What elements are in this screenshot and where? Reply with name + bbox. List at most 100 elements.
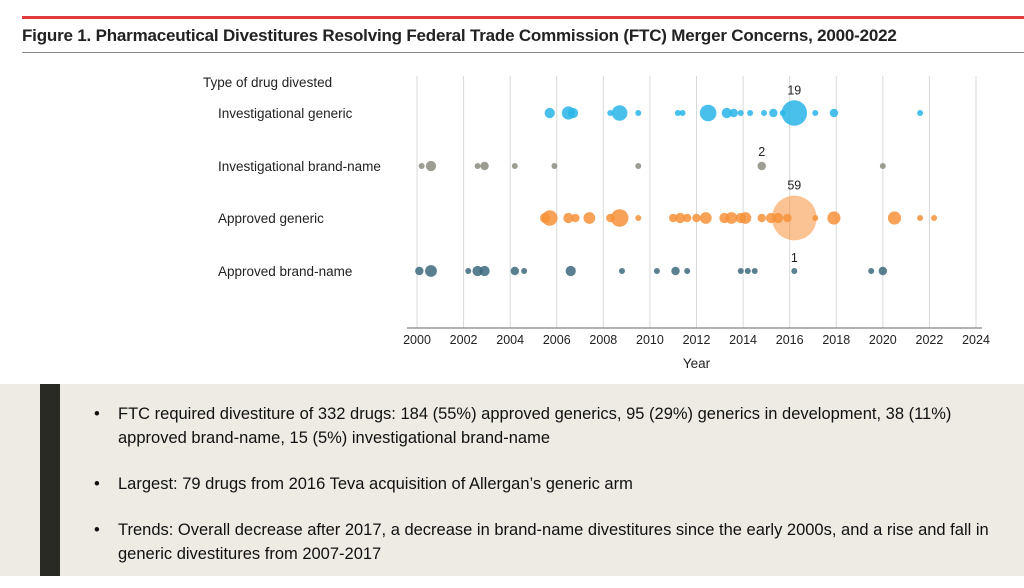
data-point: [699, 104, 717, 122]
data-point: [735, 212, 746, 224]
data-label: 1: [791, 251, 798, 265]
data-point: [474, 163, 481, 169]
data-point: [917, 110, 924, 116]
data-point: [812, 215, 819, 221]
x-axis-label: Year: [683, 356, 711, 371]
data-point: [737, 110, 744, 116]
data-point: [480, 161, 489, 171]
data-point: [744, 268, 751, 274]
data-point: [887, 211, 902, 225]
x-tick-label: 2004: [496, 333, 524, 347]
x-tick-label: 2024: [962, 333, 990, 347]
data-point: [827, 211, 841, 225]
data-point: [425, 265, 437, 277]
top-accent-rule: [22, 16, 1024, 19]
data-point: [868, 268, 875, 274]
data-point: [783, 213, 792, 223]
note-bullet-2: Largest: 79 drugs from 2016 Teva acquisi…: [92, 472, 992, 496]
data-point: [682, 213, 692, 223]
data-point: [747, 110, 754, 116]
x-tick-label: 2002: [450, 333, 478, 347]
data-point: [719, 212, 730, 224]
data-point: [779, 110, 786, 116]
data-point: [781, 100, 808, 126]
data-point: [544, 107, 555, 119]
data-point: [692, 213, 701, 223]
data-point: [583, 212, 596, 224]
data-point: [521, 268, 528, 274]
data-point: [567, 107, 579, 119]
x-tick-label: 2016: [776, 333, 804, 347]
data-point: [551, 163, 558, 169]
data-point: [635, 215, 642, 221]
figure-title: Figure 1. Pharmaceutical Divestitures Re…: [22, 26, 897, 45]
data-point: [737, 268, 744, 274]
data-point: [729, 108, 738, 118]
x-tick-label: 2006: [543, 333, 571, 347]
data-point: [415, 266, 424, 276]
data-point: [879, 163, 886, 169]
data-label: 19: [787, 83, 801, 97]
data-point: [751, 268, 758, 274]
data-point: [635, 163, 642, 169]
data-point: [479, 265, 490, 277]
data-point: [757, 161, 766, 171]
category-label: Approved generic: [218, 211, 324, 226]
x-tick-label: 2000: [403, 333, 431, 347]
data-point: [812, 110, 819, 116]
data-point: [611, 105, 628, 121]
notes-side-bar: [40, 384, 60, 576]
note-bullet-3: Trends: Overall decrease after 2017, a d…: [92, 518, 992, 566]
x-tick-label: 2008: [589, 333, 617, 347]
data-point: [465, 268, 472, 274]
data-point: [635, 110, 642, 116]
data-point: [829, 108, 839, 118]
data-point: [684, 268, 691, 274]
data-point: [757, 213, 766, 223]
data-point: [511, 163, 518, 169]
data-label: 59: [787, 179, 801, 193]
x-tick-label: 2022: [916, 333, 944, 347]
data-point: [917, 215, 924, 221]
data-point: [674, 110, 681, 116]
category-label: Investigational generic: [218, 106, 353, 121]
data-point: [671, 266, 680, 276]
data-point: [565, 265, 576, 277]
data-point: [931, 215, 938, 221]
data-point: [675, 212, 686, 224]
data-point: [791, 268, 798, 274]
note-bullet-1: FTC required divestiture of 332 drugs: 1…: [92, 402, 992, 450]
data-point: [618, 268, 625, 274]
notes-list: FTC required divestiture of 332 drugs: 1…: [92, 402, 992, 588]
bubble-chart: 2000 2002 2004 2006 2008 2010 2012 2014 2016 2018…: [203, 75, 990, 371]
category-label: Investigational brand-name: [218, 159, 381, 174]
data-point: [418, 163, 425, 169]
data-point: [653, 268, 660, 274]
y-axis-label: Type of drug divested: [203, 75, 332, 90]
data-point: [772, 212, 784, 224]
data-point: [721, 107, 732, 119]
data-point: [510, 266, 520, 276]
data-point: [771, 195, 817, 241]
data-point: [679, 110, 686, 116]
data-point: [761, 110, 768, 116]
x-tick-label: 2020: [869, 333, 897, 347]
x-tick-label: 2012: [683, 333, 711, 347]
data-point: [669, 213, 678, 223]
data-point: [699, 212, 712, 224]
data-point: [425, 160, 437, 172]
category-label: Approved brand-name: [218, 264, 352, 279]
data-point: [571, 213, 580, 223]
x-tick-label: 2010: [636, 333, 664, 347]
data-point: [607, 110, 614, 116]
data-point: [563, 212, 574, 224]
data-point: [606, 213, 615, 223]
x-tick-label: 2014: [729, 333, 757, 347]
x-tick-label: 2018: [822, 333, 850, 347]
data-label: 2: [758, 145, 765, 159]
data-point: [769, 108, 778, 118]
data-point: [878, 266, 888, 276]
data-point: [539, 212, 551, 224]
data-point: [610, 209, 629, 227]
title-divider: [22, 52, 1024, 53]
